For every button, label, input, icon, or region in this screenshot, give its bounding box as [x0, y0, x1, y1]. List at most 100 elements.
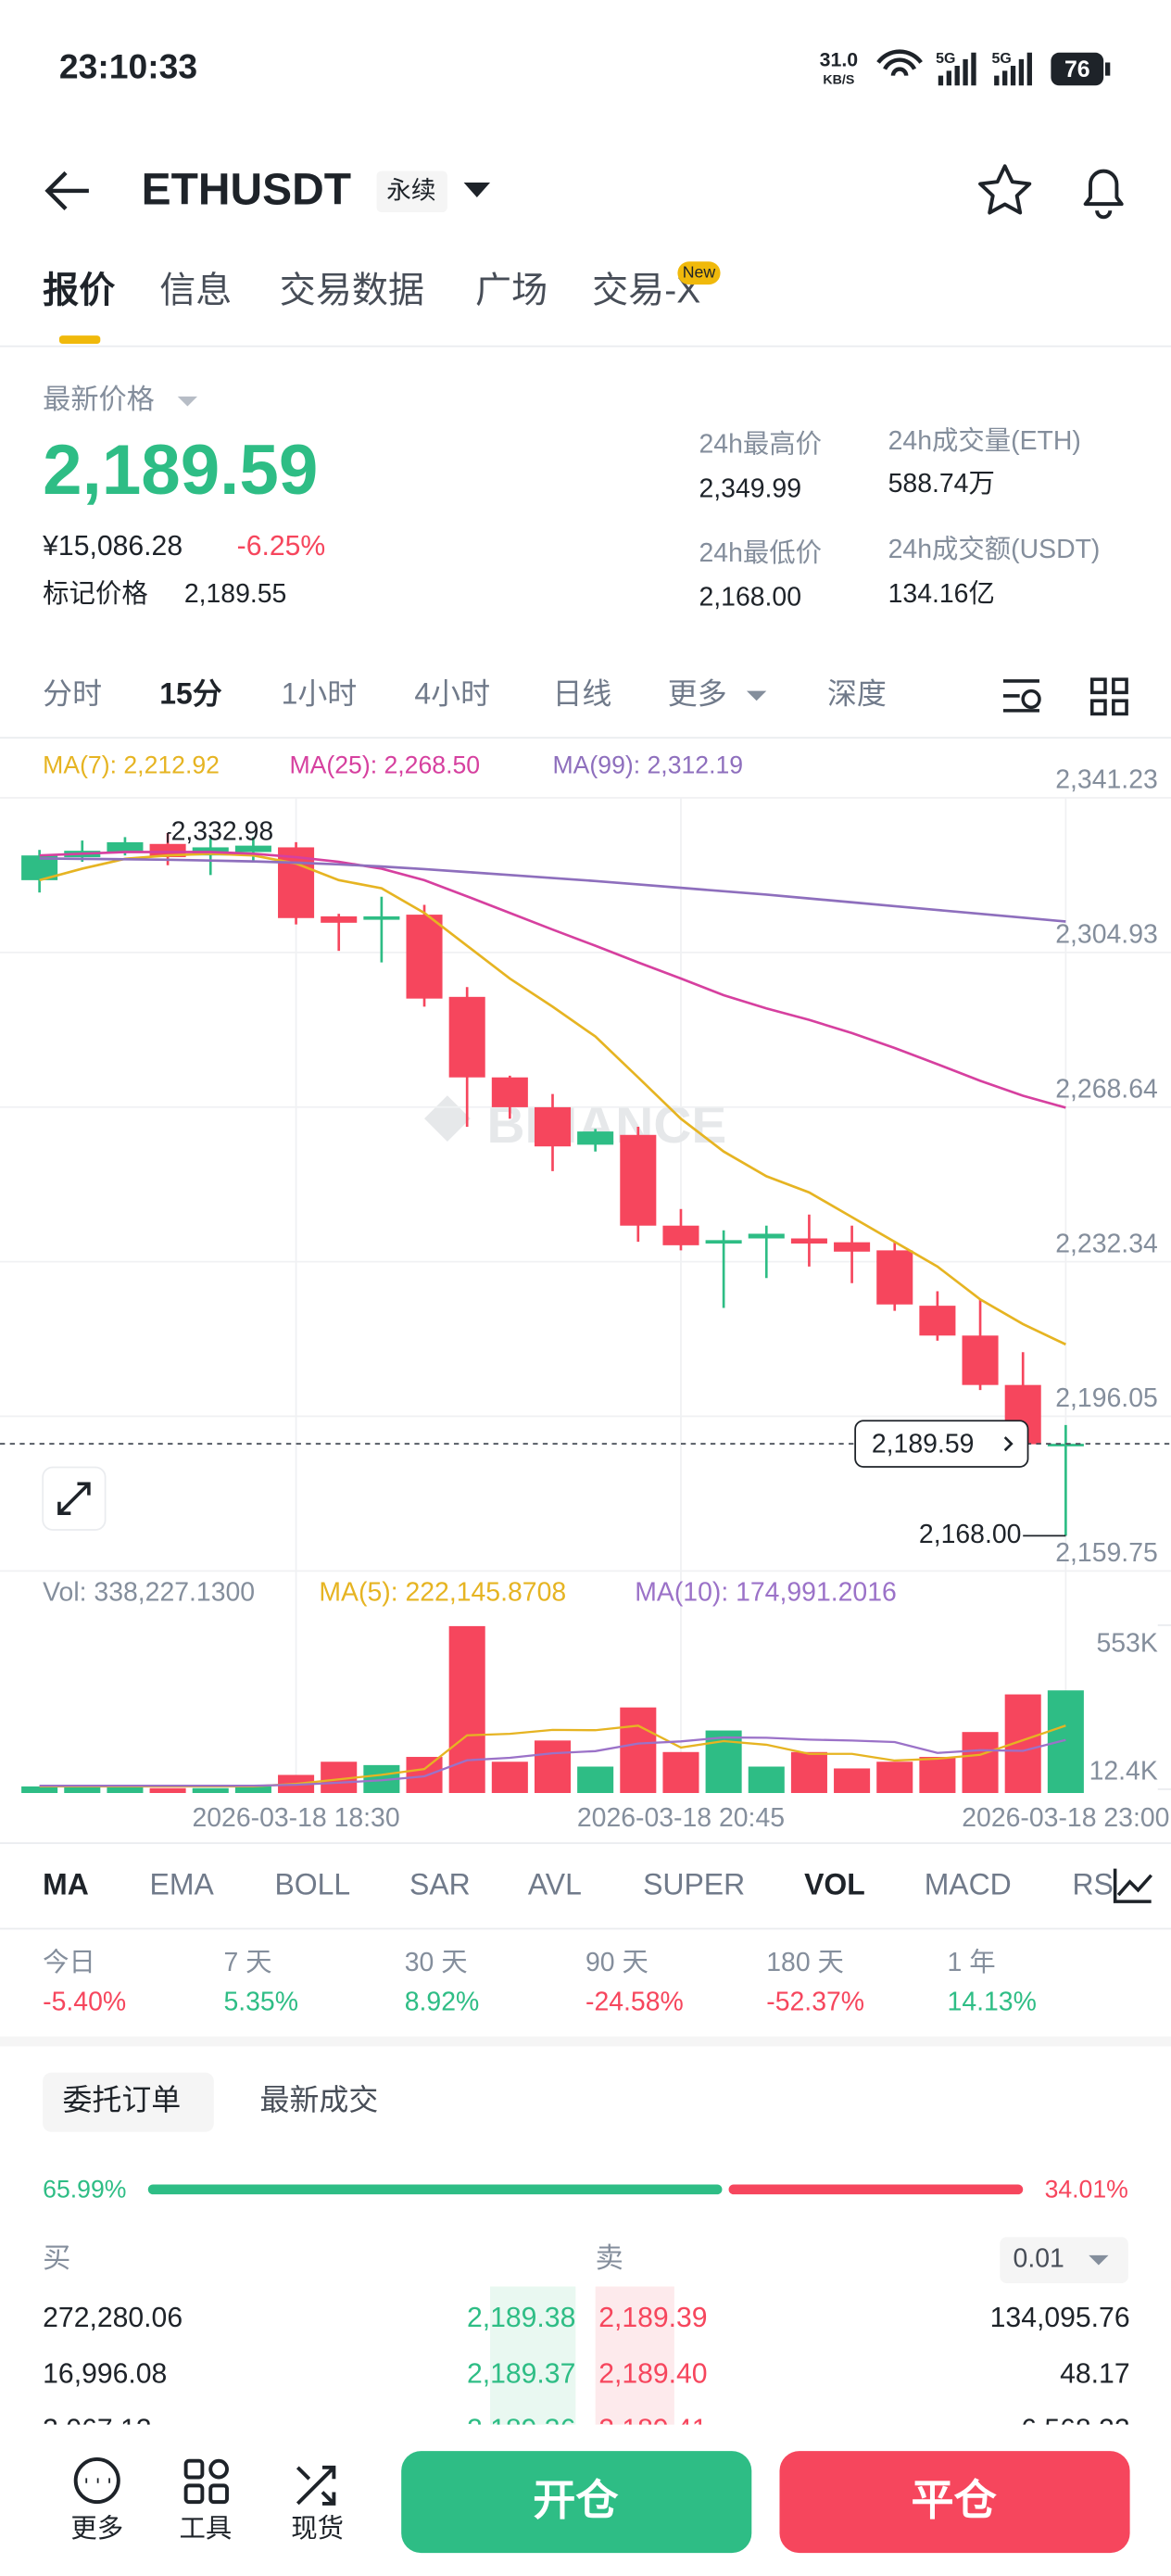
nav-label[interactable]: 更多: [70, 2514, 123, 2544]
indicator-tab[interactable]: VOL: [804, 1868, 865, 1901]
tab[interactable]: 交易数据: [280, 271, 424, 310]
nav-label[interactable]: 工具: [180, 2514, 233, 2544]
ask-price: 2,189.40: [598, 2358, 707, 2389]
legend-vol-ma: MA(5): 222,145.8708: [319, 1578, 566, 1608]
tab[interactable]: 信息: [159, 271, 232, 310]
precision-select[interactable]: [1000, 2237, 1128, 2284]
x-tick-label: 2026-03-18 18:30: [192, 1803, 399, 1833]
interval[interactable]: 更多: [668, 676, 727, 710]
battery: [1051, 52, 1104, 86]
volume-bar: [790, 1751, 827, 1793]
candle-body: [107, 841, 144, 852]
close-button-label[interactable]: 平仓: [912, 2476, 998, 2524]
signal-icon: [994, 52, 1032, 86]
spot-icon[interactable]: [296, 2465, 336, 2506]
bid-amount: 16,996.08: [43, 2358, 167, 2389]
more-icon[interactable]: [73, 2457, 120, 2505]
period-label: 1 年: [948, 1948, 996, 1977]
close-button[interactable]: [779, 2451, 1130, 2554]
settings-icon[interactable]: [1002, 679, 1041, 713]
nav-label[interactable]: 现货: [291, 2514, 344, 2544]
symbol-dropdown[interactable]: [463, 183, 491, 198]
legend-ma: MA(25): 2,268.50: [289, 751, 480, 778]
stat-label: 24h成交额(USDT): [888, 535, 1101, 564]
period-change: 8.92%: [405, 1988, 480, 2017]
y-tick-label: 553K: [1096, 1629, 1157, 1659]
period-label: 90 天: [586, 1948, 648, 1977]
book-tab[interactable]: 最新成交: [260, 2083, 379, 2116]
sell-label: 卖: [596, 2243, 623, 2274]
y-tick-label: 2,268.64: [1055, 1074, 1158, 1104]
volume-bar: [748, 1766, 785, 1793]
candle-body: [534, 1106, 572, 1147]
interval[interactable]: 日线: [552, 676, 611, 710]
vertical-grid: [295, 797, 1067, 1793]
divider: [0, 737, 1171, 739]
network-label: 5G: [936, 51, 955, 67]
price-label: 最新价格: [43, 384, 155, 415]
contract-badge: [376, 170, 447, 213]
candle-body: [919, 1306, 956, 1336]
indicator-tab[interactable]: AVL: [528, 1868, 582, 1901]
y-tick-label: 12.4K: [1089, 1757, 1158, 1787]
indicator-tab[interactable]: MA: [43, 1868, 89, 1901]
indicator-tab[interactable]: MACD: [925, 1868, 1012, 1901]
candle-body: [448, 996, 485, 1078]
precision-dropdown: [1089, 2254, 1109, 2266]
tab[interactable]: 报价: [43, 271, 115, 310]
book-tab[interactable]: 委托订单: [62, 2083, 181, 2116]
tools-icon-part: [208, 2483, 229, 2505]
tools-icon[interactable]: [183, 2458, 205, 2480]
more-dropdown[interactable]: [746, 690, 767, 701]
precision[interactable]: 0.01: [1014, 2244, 1064, 2274]
period-label: 30 天: [405, 1948, 468, 1977]
candle-body: [876, 1250, 913, 1305]
interval[interactable]: 4小时: [414, 676, 490, 710]
status-time: 23:10:33: [59, 46, 197, 85]
open-button-label[interactable]: 开仓: [533, 2476, 619, 2524]
interval[interactable]: 15分: [159, 676, 222, 710]
watermark-logo: [424, 1095, 471, 1143]
net-speed: 31.0: [820, 48, 858, 70]
price-label-dropdown[interactable]: [177, 396, 198, 407]
favorite-button[interactable]: [978, 164, 1032, 215]
new-badge: [677, 261, 721, 285]
symbol[interactable]: ETHUSDT: [142, 165, 351, 214]
indicator-tab[interactable]: EMA: [150, 1868, 215, 1901]
indicator-tab[interactable]: RS: [1072, 1868, 1113, 1901]
volume-bar: [1047, 1690, 1084, 1793]
candle-body: [1047, 1444, 1084, 1446]
layout-icon[interactable]: [1089, 677, 1128, 716]
candle-body: [748, 1233, 785, 1239]
open-button[interactable]: [401, 2451, 752, 2554]
net-speed-unit: KB/S: [823, 73, 854, 88]
annotation: 2,332.98: [171, 816, 274, 846]
indicator-tab[interactable]: SUPER: [643, 1868, 745, 1901]
alert-button[interactable]: [1083, 169, 1124, 220]
candle-body: [834, 1242, 871, 1252]
volume-bar: [834, 1768, 871, 1793]
divider: [0, 1842, 1171, 1845]
interval[interactable]: 1小时: [282, 676, 358, 710]
network-label: 5G: [991, 51, 1011, 67]
indicator-settings[interactable]: [1113, 1868, 1153, 1903]
battery-tip: [1104, 62, 1111, 76]
back-button[interactable]: [44, 170, 89, 211]
ask-amount: 6,568.22: [1021, 2415, 1129, 2445]
volume-bar: [149, 1787, 186, 1793]
tab[interactable]: 广场: [475, 271, 548, 310]
active-book-tab[interactable]: [43, 2072, 214, 2132]
candle-body: [363, 915, 400, 920]
candle-body: [149, 843, 186, 858]
legend-ma: MA(99): 2,312.19: [552, 751, 743, 778]
indicator-tab[interactable]: BOLL: [274, 1868, 350, 1901]
indicator-tab[interactable]: SAR: [409, 1868, 471, 1901]
interval[interactable]: 深度: [827, 676, 887, 710]
ask-price: 2,189.41: [598, 2415, 707, 2445]
interval[interactable]: 分时: [43, 676, 102, 710]
x-tick-label: 2026-03-18 20:45: [577, 1803, 785, 1833]
ma-line: [39, 851, 1066, 1109]
volume-bar: [21, 1786, 58, 1793]
ma-line: [39, 857, 1066, 923]
current-price-tag[interactable]: [854, 1420, 1029, 1468]
